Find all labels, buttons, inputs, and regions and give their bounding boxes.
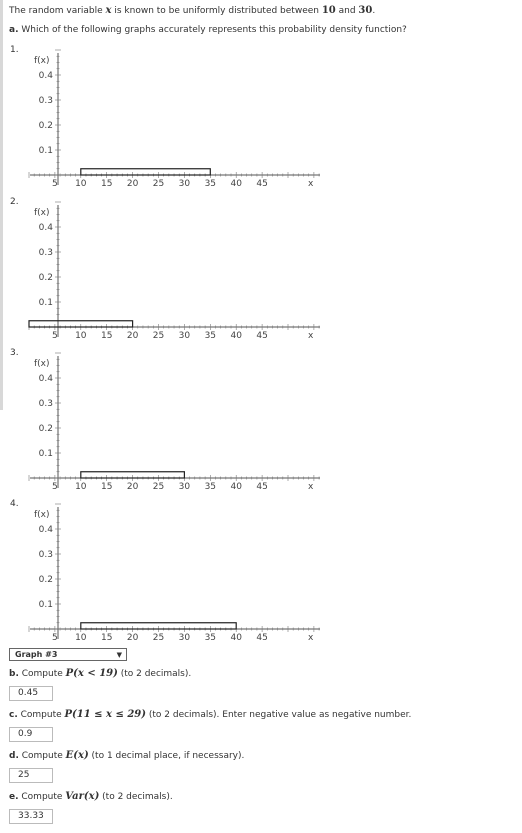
x-tick-label: 5 [52, 633, 58, 643]
x-tick-label: 10 [75, 482, 87, 492]
x-axis-label: x [308, 633, 314, 643]
x-tick-label: 10 [75, 633, 87, 643]
x-tick-label: 10 [75, 331, 87, 341]
x-tick-label: 15 [101, 179, 112, 189]
part-e-prompt: e. Compute Var(x) (to 2 decimals). [9, 791, 173, 802]
y-axis-label: f(x) [34, 359, 50, 369]
density-rectangle [28, 320, 134, 328]
x-tick-label: 30 [179, 633, 191, 643]
x-tick-label: 25 [153, 633, 164, 643]
part-c-answer-input[interactable]: 0.9 [9, 727, 53, 742]
x-tick-label: 45 [256, 633, 267, 643]
graph-4: f(x) x 0.1 0.2 0.3 0.4 5 10 15 20 25 30 35 40 45 [28, 503, 320, 643]
graph-1-number: 1. [10, 45, 19, 55]
y-tick-label: 0.3 [39, 248, 53, 258]
y-tick-label: 0.3 [39, 96, 53, 106]
x-tick-label: 35 [205, 633, 216, 643]
density-rectangle [80, 622, 237, 630]
x-tick-label: 5 [52, 179, 58, 189]
y-tick-label: 0.4 [39, 223, 54, 233]
y-tick-label: 0.2 [39, 575, 53, 585]
x-tick-label: 20 [127, 482, 139, 492]
x-tick-label: 10 [75, 179, 87, 189]
x-tick-label: 5 [52, 482, 58, 492]
x-tick-label: 30 [179, 331, 191, 341]
graph-2-number: 2. [10, 197, 19, 207]
y-tick-label: 0.2 [39, 121, 53, 131]
y-axis-label: f(x) [34, 208, 50, 218]
part-c-prompt: c. Compute P(11 ≤ x ≤ 29) (to 2 decimals… [9, 709, 412, 720]
x-tick-label: 40 [230, 633, 242, 643]
left-border [0, 0, 3, 410]
graph-2: f(x) x 0.1 0.2 0.3 0.4 5 10 15 20 25 30 35 40 45 [28, 201, 320, 341]
question-intro: The random variable x is known to be uni… [9, 5, 376, 16]
x-tick-label: 35 [205, 482, 216, 492]
part-b-answer-input[interactable]: 0.45 [9, 686, 53, 701]
x-tick-label: 45 [256, 179, 267, 189]
graph-3-number: 3. [10, 348, 19, 358]
part-d-answer-input[interactable]: 25 [9, 768, 53, 783]
y-tick-label: 0.1 [39, 298, 53, 308]
x-tick-label: 5 [52, 331, 58, 341]
y-tick-label: 0.3 [39, 399, 53, 409]
x-tick-label: 20 [127, 331, 139, 341]
y-tick-label: 0.2 [39, 424, 53, 434]
x-tick-label: 25 [153, 179, 164, 189]
x-axis-label: x [308, 482, 314, 492]
x-tick-label: 40 [230, 331, 242, 341]
x-tick-label: 40 [230, 482, 242, 492]
x-axis-label: x [308, 179, 314, 189]
x-tick-label: 25 [153, 482, 164, 492]
dropdown-arrow-icon: ▼ [116, 651, 122, 659]
y-tick-label: 0.1 [39, 146, 53, 156]
graph-choice-select[interactable]: Graph #3 ▼ [9, 648, 127, 661]
graph-4-number: 4. [10, 499, 19, 509]
density-rectangle [80, 471, 185, 479]
x-tick-label: 15 [101, 633, 112, 643]
x-tick-label: 45 [256, 331, 267, 341]
part-e-answer-input[interactable]: 33.33 [9, 809, 53, 824]
x-tick-label: 35 [205, 179, 216, 189]
part-d-prompt: d. Compute E(x) (to 1 decimal place, if … [9, 750, 245, 761]
y-axis-label: f(x) [34, 510, 50, 520]
y-tick-label: 0.2 [39, 273, 53, 283]
x-tick-label: 45 [256, 482, 267, 492]
y-tick-label: 0.4 [39, 525, 54, 535]
x-tick-label: 35 [205, 331, 216, 341]
density-rectangle [80, 168, 211, 176]
y-tick-label: 0.4 [39, 374, 54, 384]
x-tick-label: 20 [127, 179, 139, 189]
y-tick-label: 0.3 [39, 550, 53, 560]
part-b-prompt: b. Compute P(x < 19) (to 2 decimals). [9, 668, 192, 679]
x-tick-label: 15 [101, 482, 112, 492]
graph-choice-value: Graph #3 [15, 650, 58, 659]
x-axis-label: x [308, 331, 314, 341]
graph-3: f(x) x 0.1 0.2 0.3 0.4 5 10 15 20 25 30 35 40 45 [28, 352, 320, 492]
part-a-prompt: a. Which of the following graphs accurat… [9, 25, 407, 35]
x-tick-label: 30 [179, 179, 191, 189]
x-tick-label: 30 [179, 482, 191, 492]
y-tick-label: 0.1 [39, 449, 53, 459]
y-tick-label: 0.1 [39, 600, 53, 610]
y-tick-label: 0.4 [39, 71, 54, 81]
x-tick-label: 20 [127, 633, 139, 643]
x-tick-label: 25 [153, 331, 164, 341]
x-tick-label: 15 [101, 331, 112, 341]
y-axis-label: f(x) [34, 56, 50, 66]
graph-1: f(x) x 0.1 0.2 0.3 0.4 5 10 15 20 25 30 35 40 45 [28, 49, 320, 189]
x-tick-label: 40 [230, 179, 242, 189]
